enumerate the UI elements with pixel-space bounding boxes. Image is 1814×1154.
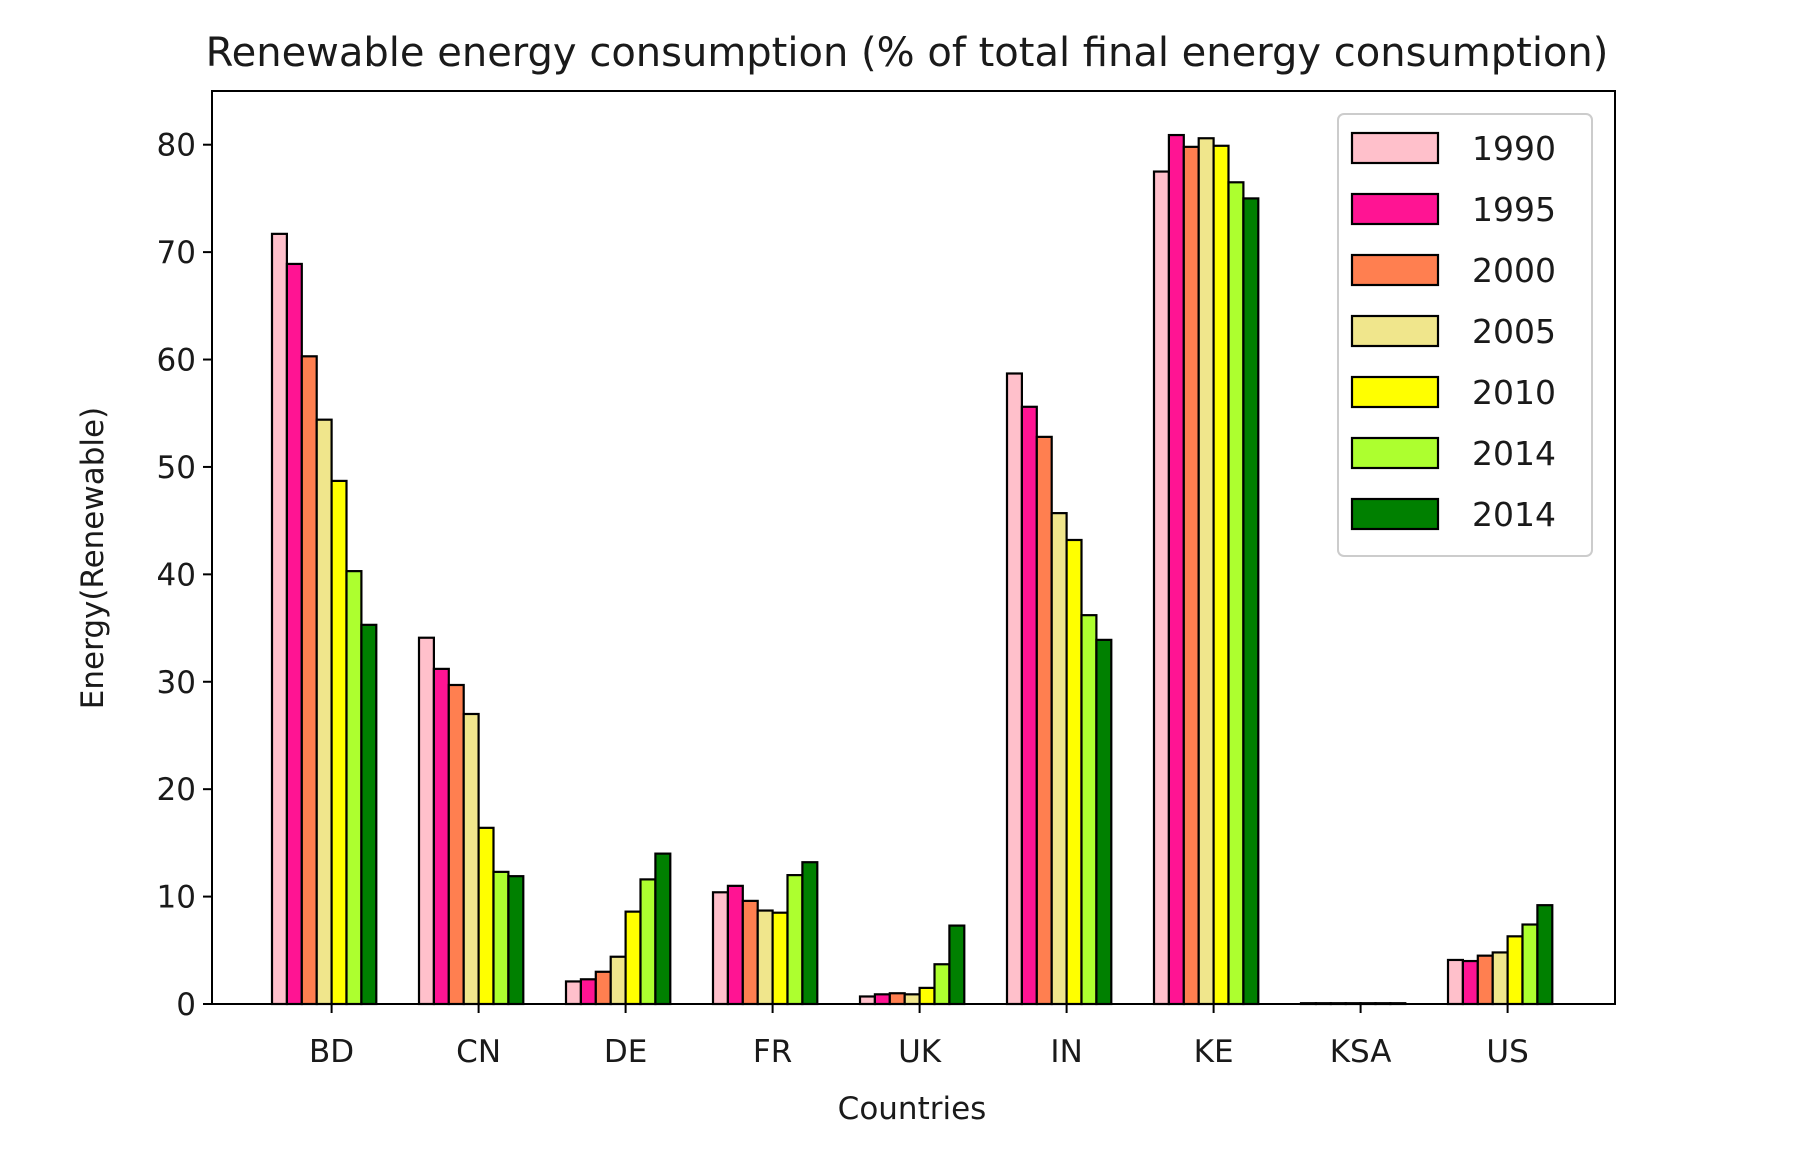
- legend-swatch-4: [1350, 375, 1440, 409]
- bar-ke-2: [1182, 145, 1200, 1006]
- bar-fr-1: [726, 884, 744, 1006]
- bar-ke-0: [1152, 170, 1170, 1006]
- y-tick-label: 70: [157, 235, 196, 271]
- y-axis-label: Energy(Renewable): [75, 407, 111, 709]
- y-tick-label: 40: [157, 557, 196, 593]
- bar-in-6: [1095, 638, 1113, 1006]
- bar-ke-5: [1227, 181, 1245, 1006]
- plot-frame: [211, 90, 1616, 1005]
- bar-de-6: [654, 852, 672, 1006]
- bar-uk-3: [903, 993, 921, 1006]
- bar-cn-6: [507, 875, 525, 1006]
- bar-ke-4: [1212, 144, 1230, 1006]
- bar-fr-0: [711, 891, 729, 1006]
- bar-us-6: [1536, 904, 1554, 1006]
- y-tick-label: 80: [157, 128, 196, 164]
- bar-in-2: [1035, 435, 1053, 1006]
- bar-cn-2: [447, 683, 465, 1006]
- legend-swatch-0: [1350, 131, 1440, 165]
- y-tick-label: 10: [157, 880, 196, 916]
- bar-de-3: [609, 955, 627, 1006]
- y-tick-label: 20: [157, 772, 196, 808]
- legend: 1990 1995 2000 2005 2010 2014 2014: [1337, 113, 1593, 557]
- legend-label-2: 2000: [1472, 251, 1556, 290]
- bar-bd-2: [300, 355, 318, 1006]
- bar-cn-3: [462, 712, 480, 1006]
- x-axis-label: Countries: [838, 1091, 987, 1127]
- bar-uk-1: [873, 993, 891, 1006]
- x-tick-label-in: IN: [1050, 1034, 1082, 1070]
- x-tick-label-fr: FR: [753, 1034, 792, 1070]
- bar-uk-6: [948, 924, 966, 1006]
- bars-layer: [270, 133, 1554, 1006]
- chart-title: Renewable energy consumption (% of total…: [206, 30, 1609, 76]
- legend-label-1: 1995: [1472, 190, 1556, 229]
- bar-bd-5: [345, 570, 363, 1006]
- legend-label-3: 2005: [1472, 312, 1556, 351]
- legend-swatch-2: [1350, 253, 1440, 287]
- x-tick-label-us: US: [1486, 1034, 1528, 1070]
- bar-bd-0: [270, 232, 288, 1006]
- x-tick-label-ke: KE: [1194, 1034, 1234, 1070]
- bar-cn-1: [432, 667, 450, 1006]
- y-axis: 0 10 20 30 40 50 60 70 80: [157, 128, 212, 1023]
- x-tick-label-de: DE: [604, 1034, 647, 1070]
- x-tick-label-bd: BD: [309, 1034, 354, 1070]
- legend-label-4: 2010: [1472, 373, 1556, 412]
- bar-uk-2: [888, 992, 906, 1006]
- y-tick-label: 30: [157, 665, 196, 701]
- y-tick-label: 0: [176, 987, 196, 1023]
- bar-in-3: [1050, 512, 1068, 1006]
- bar-de-0: [564, 980, 582, 1006]
- bar-us-3: [1491, 951, 1509, 1006]
- bar-bd-3: [315, 418, 333, 1006]
- x-axis: BD CN DE FR UK IN KE KSA US: [309, 1004, 1529, 1070]
- x-tick-label-ksa: KSA: [1330, 1034, 1392, 1070]
- bar-fr-5: [786, 874, 804, 1006]
- bar-ke-6: [1242, 197, 1260, 1006]
- bar-in-4: [1065, 538, 1083, 1006]
- bar-cn-5: [492, 870, 510, 1006]
- legend-swatch-5: [1350, 436, 1440, 470]
- bar-fr-3: [756, 909, 774, 1006]
- bar-cn-0: [417, 636, 435, 1006]
- bar-in-1: [1020, 405, 1038, 1006]
- legend-label-6: 2014: [1472, 495, 1556, 534]
- bar-cn-4: [477, 826, 495, 1006]
- legend-swatch-6: [1350, 497, 1440, 531]
- bar-bd-6: [360, 623, 378, 1006]
- bar-us-2: [1476, 954, 1494, 1006]
- legend-swatch-1: [1350, 192, 1440, 226]
- y-tick-label: 50: [157, 450, 196, 486]
- bar-fr-2: [741, 899, 759, 1006]
- bar-bd-4: [330, 479, 348, 1006]
- y-tick-label: 60: [157, 343, 196, 379]
- bar-de-1: [579, 978, 597, 1006]
- bar-us-1: [1461, 959, 1479, 1006]
- bar-fr-4: [771, 911, 789, 1006]
- bar-de-5: [639, 878, 657, 1006]
- bar-de-4: [624, 910, 642, 1006]
- x-tick-label-cn: CN: [456, 1034, 501, 1070]
- bar-fr-6: [801, 861, 819, 1006]
- bar-in-5: [1080, 614, 1098, 1006]
- bar-uk-0: [858, 995, 876, 1006]
- legend-label-0: 1990: [1472, 129, 1556, 168]
- bar-ke-3: [1197, 137, 1215, 1006]
- legend-label-5: 2014: [1472, 434, 1556, 473]
- bar-us-4: [1506, 935, 1524, 1006]
- bar-us-0: [1446, 958, 1464, 1006]
- bar-uk-5: [933, 963, 951, 1006]
- x-tick-label-uk: UK: [898, 1034, 942, 1070]
- bar-bd-1: [285, 262, 303, 1006]
- bar-uk-4: [918, 986, 936, 1006]
- bar-in-0: [1005, 372, 1023, 1006]
- bar-ke-1: [1167, 133, 1185, 1006]
- legend-swatch-3: [1350, 314, 1440, 348]
- bar-de-2: [594, 970, 612, 1006]
- bar-us-5: [1521, 923, 1539, 1006]
